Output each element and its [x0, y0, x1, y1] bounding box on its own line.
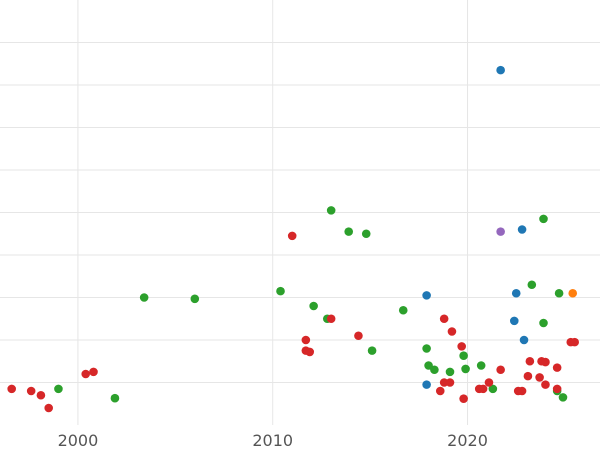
data-point	[287, 231, 297, 241]
data-point	[525, 356, 535, 366]
data-point	[541, 380, 550, 389]
data-point	[570, 337, 579, 347]
data-point	[354, 331, 363, 341]
data-point	[496, 227, 505, 236]
data-point	[445, 367, 455, 377]
data-point	[484, 378, 494, 387]
x-axis-tick-labels: 2000 2010 2020	[58, 431, 488, 450]
data-point	[459, 394, 468, 403]
data-point	[554, 288, 564, 298]
data-point	[81, 369, 91, 379]
data-point	[44, 403, 54, 413]
data-point	[496, 65, 505, 75]
data-point	[558, 393, 568, 402]
data-point	[509, 316, 519, 326]
data-point	[478, 384, 488, 394]
data-point	[36, 390, 46, 400]
data-point	[519, 335, 529, 345]
x-tick-label: 2000	[58, 431, 99, 450]
data-point	[398, 305, 408, 315]
data-point	[539, 318, 548, 328]
data-point	[457, 342, 466, 351]
data-point	[305, 347, 315, 357]
data-point	[110, 393, 120, 403]
data-point	[276, 286, 285, 296]
data-point	[461, 364, 470, 374]
data-point	[326, 314, 336, 324]
grid	[0, 0, 600, 425]
data-point	[552, 384, 562, 394]
data-point	[89, 367, 98, 377]
data-point	[511, 288, 521, 298]
data-points	[7, 65, 579, 413]
data-point	[517, 225, 527, 234]
data-point	[476, 361, 486, 370]
data-point	[459, 351, 468, 361]
data-point	[430, 365, 439, 375]
data-point	[139, 293, 149, 302]
data-point	[541, 357, 550, 367]
data-point	[488, 384, 498, 394]
data-point	[517, 386, 527, 396]
data-point	[439, 314, 449, 324]
data-point	[361, 229, 371, 239]
data-point	[7, 384, 16, 394]
data-point	[527, 280, 537, 290]
data-point	[422, 380, 431, 389]
data-point	[523, 371, 533, 381]
data-point	[190, 294, 200, 304]
data-point	[496, 365, 505, 375]
data-point	[435, 386, 445, 396]
data-point	[422, 344, 431, 353]
data-point	[26, 386, 36, 396]
data-point	[568, 288, 578, 298]
data-point	[445, 378, 455, 387]
data-point	[367, 346, 377, 355]
data-point	[301, 335, 311, 345]
data-point	[447, 327, 457, 336]
data-point	[326, 206, 336, 215]
data-point	[539, 214, 548, 224]
data-point	[422, 291, 431, 300]
data-point	[344, 227, 354, 236]
x-tick-label: 2020	[447, 431, 488, 450]
data-point	[54, 384, 63, 394]
data-point	[309, 301, 318, 311]
data-point	[552, 363, 562, 372]
x-tick-label: 2010	[252, 431, 293, 450]
data-point	[535, 373, 544, 382]
